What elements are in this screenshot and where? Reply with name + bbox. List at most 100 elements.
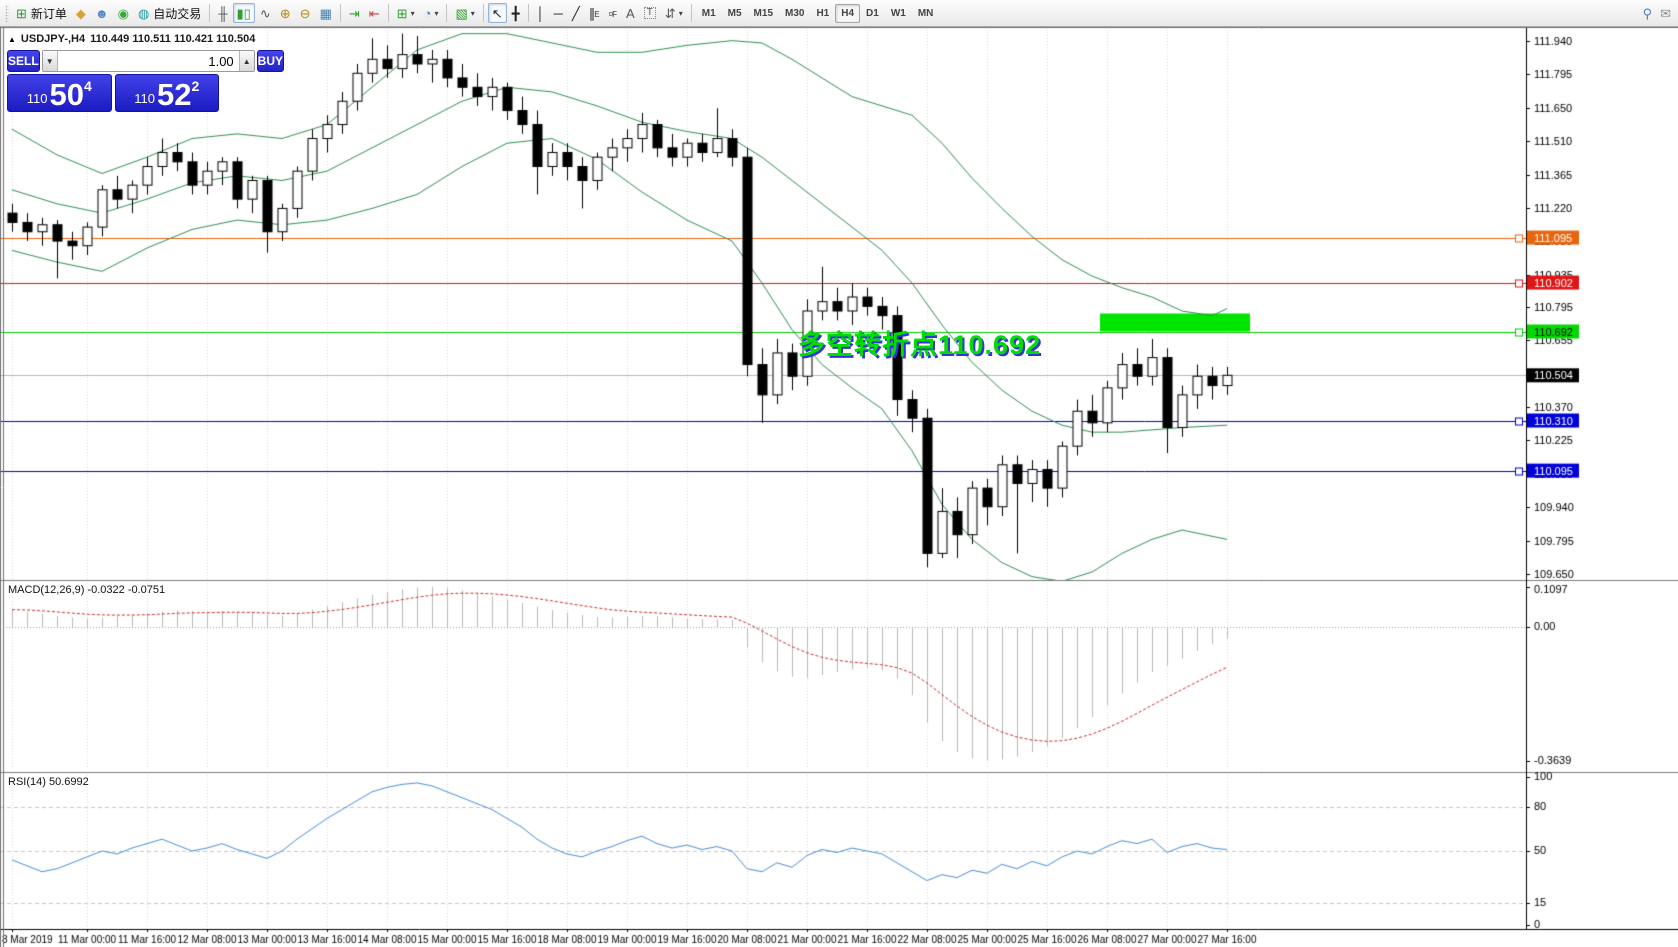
timeframe-d1-button[interactable]: D1 xyxy=(860,4,885,23)
arrows-button[interactable]: ⇵ ▾ xyxy=(661,3,687,23)
zoom-in-button[interactable]: ⊕ xyxy=(276,3,295,23)
tile-windows-button[interactable]: ▦ xyxy=(316,3,336,23)
dropdown-caret-icon[interactable]: ▾ xyxy=(434,8,439,18)
signals-button[interactable]: ◉ xyxy=(114,3,133,23)
fibonacci-icon: ▫ xyxy=(608,5,614,21)
crosshair-icon: ╋ xyxy=(511,5,520,21)
buy-price-pip: 2 xyxy=(191,78,200,94)
toolbar-separator xyxy=(339,4,341,22)
market-icon: ☻ xyxy=(94,5,109,21)
sell-price-prefix: 110 xyxy=(26,91,48,107)
one-click-trading-panel: SELL ▼ ▲ BUY 110 50 4 110 52 2 xyxy=(7,50,285,112)
timeframe-m1-button[interactable]: M1 xyxy=(696,4,722,23)
sell-price-pip: 4 xyxy=(83,78,92,94)
trendline-button[interactable]: ╱ xyxy=(568,3,584,23)
line-chart-icon: ∿ xyxy=(259,5,271,21)
candlestick-button[interactable]: ▮▯ xyxy=(232,3,255,23)
toolbar: ⊞ 新订单 ◆ ☻ ◉ ◍ 自动交易 ╫ ▮▯ ∿ ⊕ ⊖ ▦ ⇥ ⇤ ⊞ ▾ ◔ ▾ ▧ ▾ ↖ ╋ │ ─ ╱ ∥ E ▫ F A T ⇵ ▾… xyxy=(0,0,1678,27)
search-icon: ⚲ xyxy=(1642,5,1653,21)
equidistant-channel-button[interactable]: ∥ E xyxy=(585,3,604,23)
arrows-icon: ⇵ xyxy=(664,5,676,21)
signals-icon: ◉ xyxy=(117,5,129,21)
icon-sub-letter: E xyxy=(594,10,600,20)
new-order-icon: ⊞ xyxy=(16,5,27,21)
toolbar-separator xyxy=(209,4,211,22)
styler-icon: ◆ xyxy=(75,5,86,21)
new-order-button[interactable]: ⊞ 新订单 xyxy=(12,3,71,23)
zoom-in-icon: ⊕ xyxy=(279,5,291,21)
dropdown-caret-icon[interactable]: ▾ xyxy=(410,8,415,18)
chart-window: ▲ USDJPY-,H4 110.449 110.511 110.421 110… xyxy=(0,27,1678,947)
sell-button[interactable]: SELL xyxy=(7,50,40,72)
vertical-line-icon: │ xyxy=(536,5,545,21)
zoom-out-button[interactable]: ⊖ xyxy=(296,3,315,23)
text-icon: A xyxy=(626,5,635,21)
chat-button[interactable]: ✉ xyxy=(1656,3,1675,23)
horizontal-line-button[interactable]: ─ xyxy=(550,3,567,23)
timeframe-m15-button[interactable]: M15 xyxy=(748,4,779,23)
line-chart-button[interactable]: ∿ xyxy=(256,3,275,23)
toolbar-separator xyxy=(446,4,448,22)
chart-title: ▲ USDJPY-,H4 110.449 110.511 110.421 110… xyxy=(8,33,255,45)
timeframe-h4-button[interactable]: H4 xyxy=(835,3,861,23)
profiles-icon: ◔ xyxy=(423,5,432,21)
volume-spinner: ▼ ▲ xyxy=(41,50,255,72)
chart-ohlc-values: 110.449 110.511 110.421 110.504 xyxy=(90,33,256,45)
buy-button[interactable]: BUY xyxy=(256,50,285,72)
new-order-button-label: 新订单 xyxy=(30,6,67,21)
fibonacci-button[interactable]: ▫ F xyxy=(605,3,622,23)
market-button[interactable]: ☻ xyxy=(91,3,113,23)
collapse-icon[interactable]: ▲ xyxy=(8,34,16,44)
chart-annotation-text: 多空转折点110.692 xyxy=(798,330,1042,360)
search-button[interactable]: ⚲ xyxy=(1639,3,1657,23)
cursor-button[interactable]: ↖ xyxy=(487,3,507,23)
profiles-button[interactable]: ◔ ▾ xyxy=(420,3,443,23)
cursor-icon: ↖ xyxy=(491,5,503,21)
text-label-button[interactable]: T xyxy=(640,3,660,23)
dropdown-caret-icon[interactable]: ▾ xyxy=(678,8,683,18)
styler-button[interactable]: ◆ xyxy=(72,3,90,23)
tile-windows-icon: ▦ xyxy=(319,5,332,21)
chart-shift-icon: ⇤ xyxy=(368,5,380,21)
zoom-out-icon: ⊖ xyxy=(299,5,311,21)
auto-scroll-icon: ⇥ xyxy=(348,5,360,21)
timeframe-w1-button[interactable]: W1 xyxy=(885,4,912,23)
buy-price-button[interactable]: 110 52 2 xyxy=(114,74,219,112)
auto-scroll-button[interactable]: ⇥ xyxy=(345,3,364,23)
vertical-line-button[interactable]: │ xyxy=(533,3,549,23)
crosshair-button[interactable]: ╋ xyxy=(508,3,524,23)
text-label-icon: T xyxy=(643,7,656,19)
sell-price-button[interactable]: 110 50 4 xyxy=(7,74,112,112)
macd-indicator-label: MACD(12,26,9) -0.0322 -0.0751 xyxy=(8,584,166,596)
chart-symbol-period: USDJPY-,H4 xyxy=(20,33,86,45)
new-chart-button[interactable]: ⊞ ▾ xyxy=(393,3,419,23)
rsi-indicator-label: RSI(14) 50.6992 xyxy=(8,776,89,788)
buy-price-big: 52 xyxy=(156,76,192,112)
chart-shift-button[interactable]: ⇤ xyxy=(365,3,384,23)
timeframe-mn-button[interactable]: MN xyxy=(912,4,940,23)
toolbar-separator xyxy=(527,4,529,22)
timeframe-m30-button[interactable]: M30 xyxy=(779,4,810,23)
icon-sub-letter: F xyxy=(612,10,618,20)
chart-canvas[interactable] xyxy=(0,27,1678,947)
autotrading-button[interactable]: ◍ 自动交易 xyxy=(134,3,205,23)
candlestick-icon: ▮▯ xyxy=(236,5,251,21)
indicators-icon: ▧ xyxy=(455,5,468,21)
timeframe-m5-button[interactable]: M5 xyxy=(722,4,748,23)
indicators-button[interactable]: ▧ ▾ xyxy=(451,3,478,23)
toolbar-separator xyxy=(387,4,389,22)
trendline-icon: ╱ xyxy=(571,5,580,21)
toolbar-grip[interactable] xyxy=(5,4,9,22)
text-button[interactable]: A xyxy=(622,3,639,23)
timeframe-group: M1 M5 M15 M30 H1 H4 D1 W1 MN xyxy=(696,3,940,23)
volume-decrease-button[interactable]: ▼ xyxy=(42,51,58,71)
dropdown-caret-icon[interactable]: ▾ xyxy=(470,8,475,18)
volume-increase-button[interactable]: ▲ xyxy=(238,51,254,71)
timeframe-h1-button[interactable]: H1 xyxy=(810,4,835,23)
equidistant-channel-icon: ∥ xyxy=(588,5,596,21)
new-chart-icon: ⊞ xyxy=(396,5,408,21)
bar-chart-button[interactable]: ╫ xyxy=(214,3,231,23)
volume-input[interactable] xyxy=(57,51,239,71)
sell-price-big: 50 xyxy=(49,76,84,112)
